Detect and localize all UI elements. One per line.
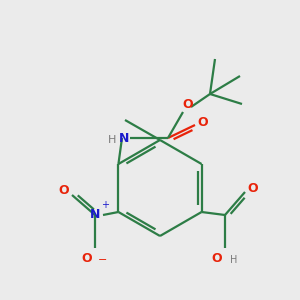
Text: O: O — [59, 184, 69, 196]
Text: −: − — [98, 255, 108, 265]
Text: O: O — [183, 98, 193, 110]
Text: O: O — [198, 116, 208, 128]
Text: H: H — [108, 135, 116, 145]
Text: N: N — [119, 131, 129, 145]
Text: O: O — [248, 182, 258, 196]
Text: H: H — [230, 255, 238, 265]
Text: O: O — [212, 251, 222, 265]
Text: O: O — [82, 251, 92, 265]
Text: N: N — [90, 208, 100, 221]
Text: +: + — [101, 200, 109, 210]
